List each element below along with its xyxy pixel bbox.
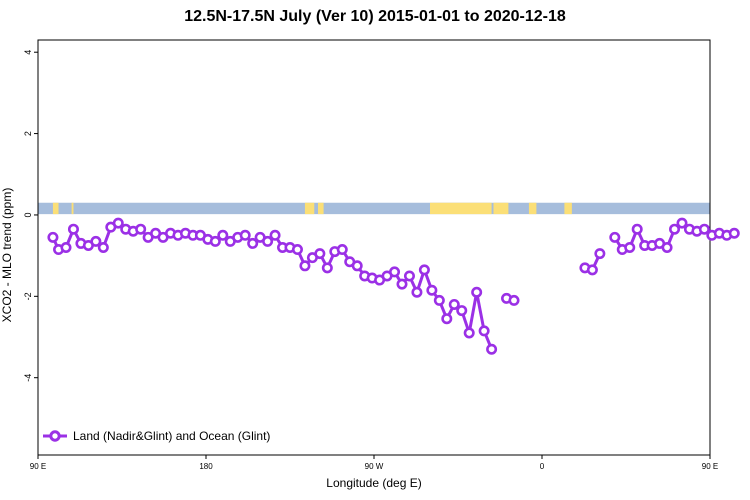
data-point	[217, 229, 229, 241]
x-axis-label: Longitude (deg E)	[326, 476, 422, 490]
data-point	[67, 223, 79, 235]
x-tick-label: 180	[199, 462, 213, 471]
data-point	[262, 235, 274, 247]
y-tick-label: 2	[23, 131, 33, 136]
x-tick-label: 90 W	[365, 462, 384, 471]
data-point	[239, 229, 251, 241]
data-point	[426, 284, 438, 296]
data-point	[586, 264, 598, 276]
data-point	[112, 217, 124, 229]
data-point	[314, 248, 326, 260]
data-point	[463, 327, 475, 339]
y-tick-label: 0	[23, 212, 33, 217]
data-point	[631, 223, 643, 235]
data-point	[135, 223, 147, 235]
data-point	[471, 286, 483, 298]
data-point	[299, 260, 311, 272]
land-segment	[493, 202, 509, 215]
data-point	[47, 231, 59, 243]
data-point	[669, 223, 681, 235]
data-point	[624, 242, 636, 254]
x-tick-label: 0	[540, 462, 545, 471]
land-segment	[52, 202, 59, 215]
data-point	[247, 237, 259, 249]
land-segment	[564, 202, 572, 215]
data-point	[209, 235, 221, 247]
data-point	[486, 343, 498, 355]
land-segment	[528, 202, 537, 215]
series	[47, 217, 740, 355]
data-point	[336, 244, 348, 256]
data-point	[60, 242, 72, 254]
land-segment	[430, 202, 492, 215]
data-point	[594, 248, 606, 260]
data-point	[321, 262, 333, 274]
land-segment	[318, 202, 324, 215]
data-point	[661, 242, 673, 254]
data-point	[97, 242, 109, 254]
data-point	[433, 294, 445, 306]
data-point	[90, 235, 102, 247]
x-tick-label: 90 E	[30, 462, 46, 471]
data-point	[448, 298, 460, 310]
data-point	[269, 229, 281, 241]
data-point	[698, 223, 710, 235]
data-point	[403, 270, 415, 282]
data-point	[291, 244, 303, 256]
data-point	[609, 231, 621, 243]
data-point	[676, 217, 688, 229]
y-axis: 4 2 0 -2 -4	[23, 50, 38, 382]
ocean-band	[38, 202, 710, 215]
data-point	[418, 264, 430, 276]
chart-title: 12.5N-17.5N July (Ver 10) 2015-01-01 to …	[184, 8, 566, 25]
map-strip	[38, 202, 710, 215]
data-point	[396, 278, 408, 290]
legend-label: Land (Nadir&Glint) and Ocean (Glint)	[73, 429, 271, 443]
data-point	[411, 286, 423, 298]
data-point	[508, 294, 520, 306]
legend-swatch	[43, 430, 67, 442]
y-tick-label: -2	[23, 292, 33, 300]
x-tick-label: 90 E	[702, 462, 718, 471]
data-point	[441, 313, 453, 325]
data-point	[351, 260, 363, 272]
y-tick-label: -4	[23, 374, 33, 382]
legend: Land (Nadir&Glint) and Ocean (Glint)	[41, 429, 270, 443]
data-point	[728, 227, 740, 239]
data-point	[456, 305, 468, 317]
land-segment	[71, 202, 74, 215]
y-axis-label: XCO2 - MLO trend (ppm)	[0, 187, 14, 323]
data-point	[389, 266, 401, 278]
data-point	[478, 325, 490, 337]
land-segment	[304, 202, 315, 215]
plot-frame	[37, 39, 711, 456]
y-tick-label: 4	[23, 50, 33, 55]
